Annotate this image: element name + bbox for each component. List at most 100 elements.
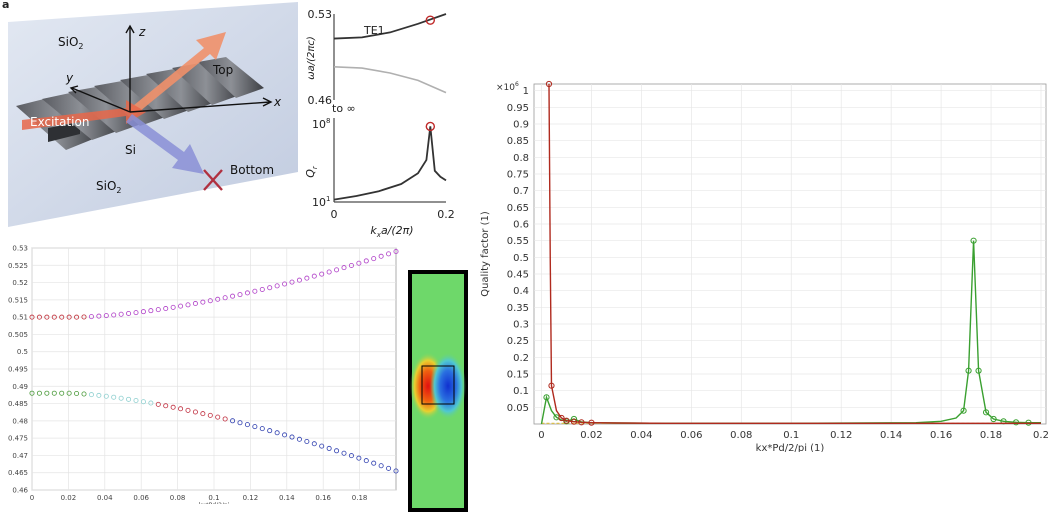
q-inset-marker — [425, 121, 436, 132]
lower-band-point — [133, 397, 139, 403]
dispersion-ytick-label: 0.515 — [8, 296, 28, 304]
lower-band-point — [126, 396, 132, 402]
quality-ytick-label: 0.7 — [513, 186, 529, 197]
quality-series-red-point — [545, 80, 553, 88]
upper-band-point — [215, 296, 221, 302]
upper-band-point — [133, 310, 139, 316]
quality-xtick-label: 0.12 — [830, 430, 852, 441]
band-inset-lower-line — [333, 66, 447, 94]
bottom-arrow — [126, 114, 204, 174]
lower-band-point — [59, 390, 65, 396]
q-inset-line — [333, 126, 447, 201]
upper-band-point — [289, 279, 295, 285]
upper-band-point — [378, 253, 384, 259]
quality-ytick-label: 0.15 — [507, 370, 529, 381]
quality-series-red-line — [548, 83, 1042, 425]
quality-ytick-label: 0.2 — [513, 353, 529, 364]
quality-series-red-point — [548, 382, 555, 389]
lower-band-point — [118, 395, 124, 401]
quality-ytick-label: 0.9 — [513, 120, 529, 131]
label-excitation: Excitation — [30, 115, 89, 129]
upper-band-point — [29, 314, 35, 320]
lower-band-point — [237, 420, 243, 426]
lower-band-point — [170, 404, 176, 410]
lower-band-point — [348, 453, 354, 459]
lower-band-point — [393, 468, 399, 474]
excitation-arrow — [22, 100, 146, 130]
panel-label: a — [2, 0, 10, 11]
dispersion-ytick-label: 0.52 — [12, 279, 28, 287]
dispersion-ytick-label: 0.51 — [12, 314, 28, 322]
dispersion-ytick-label: 0.49 — [12, 383, 28, 391]
band-inset-ylabel: ωa/(2πc) — [306, 36, 317, 80]
lower-band-point — [51, 390, 57, 396]
upper-band-point — [155, 307, 161, 313]
quality-series-green-point — [975, 367, 982, 374]
dispersion-xtick-label: 0.06 — [133, 494, 149, 502]
dispersion-xtick-label: 0.18 — [352, 494, 368, 502]
axis-label-y: y — [65, 71, 74, 85]
lower-band-point — [96, 392, 102, 398]
dispersion-xtick-label: 0.1 — [208, 494, 219, 502]
quality-ytick-label: 0.1 — [513, 386, 529, 397]
upper-band-point — [311, 273, 317, 279]
quality-series-red-point — [578, 419, 585, 426]
quality-ylabel: Quality factor (1) — [480, 211, 491, 297]
label-sio2-bottom: SiO2 — [96, 179, 122, 195]
upper-band-point — [230, 293, 236, 299]
lower-band-point — [244, 422, 250, 428]
axis-label-x: x — [273, 95, 282, 109]
upper-band-point — [126, 310, 132, 316]
upper-band-point — [81, 314, 87, 320]
upper-band-point — [103, 313, 109, 319]
upper-band-point — [319, 271, 325, 277]
band-inset-marker — [425, 15, 436, 25]
lower-band-point — [140, 399, 146, 405]
quality-xlabel: kx*Pd/2/pi (1) — [756, 443, 825, 452]
upper-band-point — [356, 260, 362, 266]
dispersion-ytick-label: 0.525 — [8, 262, 28, 270]
dispersion-ytick-label: 0.475 — [8, 435, 28, 443]
upper-band-point — [326, 269, 332, 275]
lower-band-point — [207, 412, 213, 418]
lower-band-point — [88, 392, 94, 398]
upper-band-point — [140, 309, 146, 315]
quality-ytick-label: 0.4 — [513, 286, 529, 297]
lower-band-point — [311, 441, 317, 447]
lower-band-point — [371, 460, 377, 466]
grating-schematic: z y x SiO2 Si SiO2 Top Excitation Bottom — [8, 2, 298, 227]
lower-band-point — [341, 450, 347, 456]
quality-series-green-point — [990, 415, 997, 423]
upper-band-point — [296, 277, 302, 283]
lower-band-point — [163, 403, 169, 409]
quality-factor-chart: 0 0.02 0.04 0.06 0.08 0.1 0.12 0.14 0.16 0.18 0.2 0… — [478, 76, 1052, 452]
label-top: Top — [212, 63, 233, 77]
upper-band-point — [348, 262, 354, 268]
quality-ytick-label: 0.95 — [507, 103, 529, 114]
upper-band-point — [386, 251, 392, 257]
quality-xtick-label: 0.1 — [783, 430, 799, 441]
upper-band-point — [36, 314, 42, 320]
lower-band-point — [44, 390, 50, 396]
quality-ytick-label: 0.35 — [507, 303, 529, 314]
coordinate-axes — [69, 24, 273, 113]
quality-ytick-label: 0.85 — [507, 136, 529, 147]
quality-ytick-label: 1 — [523, 86, 529, 97]
label-sio2-top: SiO2 — [58, 35, 84, 51]
upper-band-point — [274, 283, 280, 289]
quality-series-green-point — [960, 407, 967, 414]
quality-series-green-point — [1012, 419, 1020, 426]
q-inset-annotation: to ∞ — [332, 102, 356, 115]
quality-xtick-label: 0.02 — [580, 430, 602, 441]
quality-series-red-point — [558, 414, 565, 422]
upper-band-point — [252, 288, 258, 294]
top-arrow — [128, 32, 226, 116]
dispersion-xtick-label: 0.04 — [97, 494, 113, 502]
upper-band-point — [148, 308, 154, 314]
upper-band-point — [267, 285, 273, 291]
lower-band-point — [185, 407, 191, 413]
dispersion-ytick-label: 0.505 — [8, 331, 28, 339]
quality-ytick-label: 0.65 — [507, 203, 529, 214]
upper-band-point — [200, 299, 206, 305]
lower-band-point — [36, 390, 42, 396]
